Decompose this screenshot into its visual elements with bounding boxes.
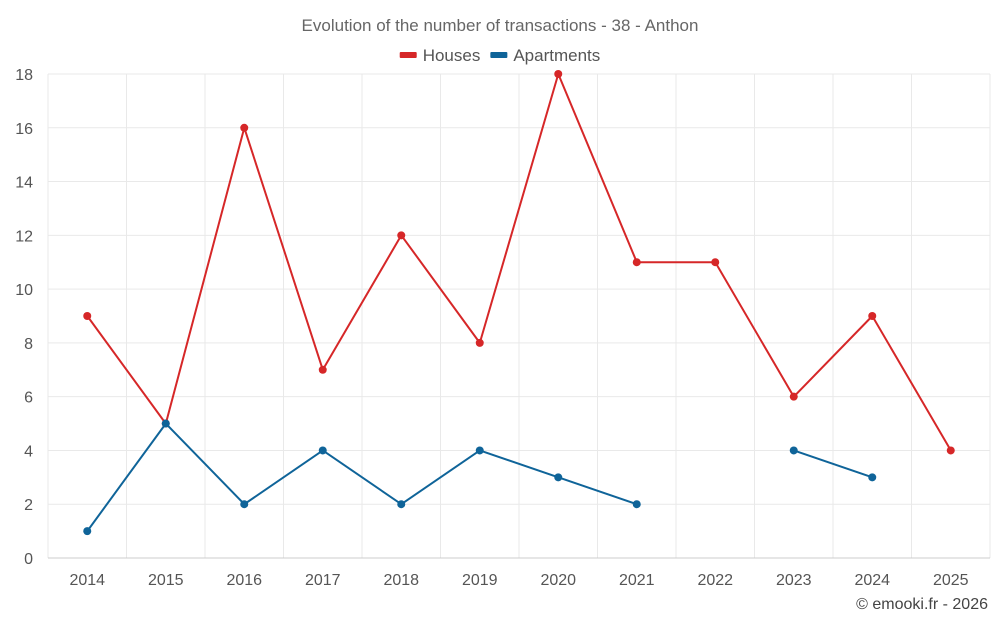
data-point[interactable] <box>632 258 641 267</box>
series-layer <box>83 70 955 536</box>
y-tick-label: 6 <box>24 390 33 407</box>
data-point[interactable] <box>711 258 720 267</box>
legend-item-houses[interactable]: Houses <box>399 46 481 65</box>
y-tick-label: 2 <box>24 497 33 514</box>
series-line <box>86 422 873 532</box>
x-tick-label: 2016 <box>226 572 262 589</box>
legend-item-apartments[interactable]: Apartments <box>490 46 600 65</box>
x-tick-label: 2022 <box>697 572 733 589</box>
grid <box>47 73 991 559</box>
data-point[interactable] <box>318 446 327 455</box>
series-apartments <box>83 419 877 536</box>
data-point[interactable] <box>868 312 877 320</box>
data-point[interactable] <box>632 500 641 509</box>
y-tick-label: 8 <box>24 336 33 353</box>
x-tick-label: 2017 <box>305 572 341 589</box>
data-point[interactable] <box>318 365 327 374</box>
credit-text: © emooki.fr - 2026 <box>856 596 988 613</box>
legend-label: Apartments <box>513 46 600 65</box>
x-tick-label: 2015 <box>148 572 184 589</box>
x-tick-label: 2023 <box>776 572 812 589</box>
y-axis: 0 2 4 6 8 10 12 14 16 18 <box>15 67 33 568</box>
data-point[interactable] <box>83 527 92 536</box>
data-point[interactable] <box>240 500 249 509</box>
data-point[interactable] <box>397 231 406 240</box>
data-point[interactable] <box>475 446 484 455</box>
data-point[interactable] <box>946 446 955 455</box>
data-point[interactable] <box>83 312 92 320</box>
series-line <box>86 73 952 451</box>
y-tick-label: 14 <box>15 175 33 192</box>
x-tick-label: 2019 <box>462 572 498 589</box>
y-tick-label: 12 <box>15 228 33 245</box>
legend: Houses Apartments <box>399 46 600 65</box>
legend-swatch <box>399 52 417 58</box>
y-tick-label: 0 <box>24 551 33 568</box>
y-tick-label: 18 <box>15 67 33 84</box>
data-point[interactable] <box>397 500 406 509</box>
data-point[interactable] <box>554 70 563 78</box>
x-tick-label: 2021 <box>619 572 655 589</box>
data-point[interactable] <box>554 473 563 482</box>
x-tick-label: 2014 <box>69 572 105 589</box>
data-point[interactable] <box>868 473 877 482</box>
chart-title: Evolution of the number of transactions … <box>302 16 699 35</box>
y-tick-label: 4 <box>24 443 33 460</box>
legend-swatch <box>490 52 508 58</box>
data-point[interactable] <box>240 123 249 132</box>
x-tick-label: 2020 <box>540 572 576 589</box>
data-point[interactable] <box>161 419 170 428</box>
data-point[interactable] <box>789 446 798 455</box>
x-axis: 2014 2015 2016 2017 2018 2019 2020 2021 2022 2023… <box>69 572 968 589</box>
x-tick-label: 2025 <box>933 572 969 589</box>
data-point[interactable] <box>789 392 798 401</box>
data-point[interactable] <box>475 338 484 347</box>
x-tick-label: 2018 <box>383 572 419 589</box>
y-tick-label: 16 <box>15 121 33 138</box>
legend-label: Houses <box>423 46 481 65</box>
y-tick-label: 10 <box>15 282 33 299</box>
x-tick-label: 2024 <box>854 572 890 589</box>
series-houses <box>83 70 955 455</box>
